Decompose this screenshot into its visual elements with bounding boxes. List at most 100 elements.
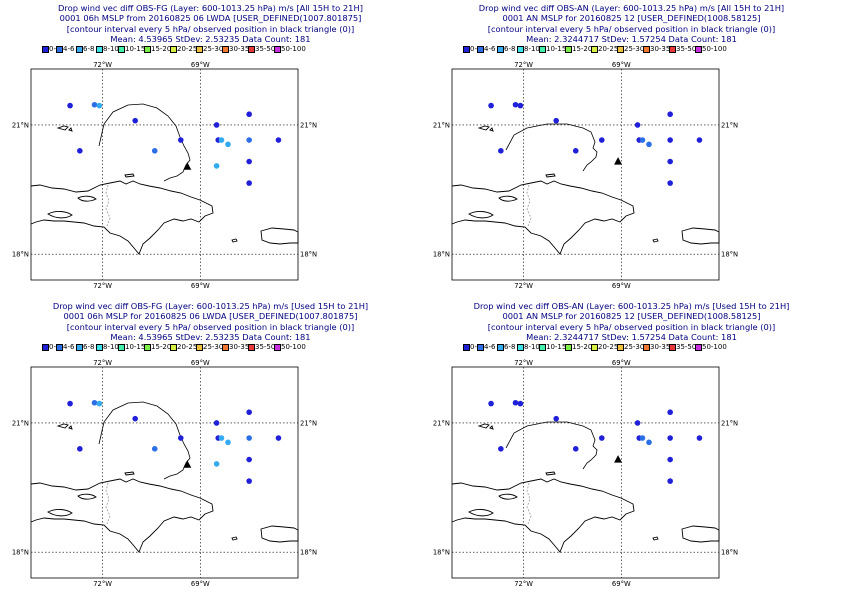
obs-point — [667, 111, 673, 118]
obs-point — [498, 148, 504, 154]
legend-label: 25-30 — [203, 45, 224, 53]
coast-caicosA — [477, 423, 490, 429]
lon-tick-top-0: 72°W — [514, 61, 533, 69]
coast-puertorico — [681, 227, 720, 245]
title-line-2: 0001 AN MSLP for 20160825 12 [USER_DEFIN… — [502, 311, 761, 322]
lon-tick-bottom-1: 69°W — [612, 282, 631, 290]
legend-swatch — [643, 344, 650, 351]
coast-monaIsland — [652, 536, 659, 541]
obs-point — [572, 446, 579, 452]
obs-point — [488, 102, 494, 109]
border-haiti-dr — [105, 184, 111, 227]
lon-tick-top-1: 69°W — [612, 61, 631, 69]
obs-point — [553, 117, 559, 124]
legend-swatch — [565, 46, 572, 53]
obs-point — [218, 435, 225, 441]
coast-lagoon — [468, 509, 494, 517]
obs-point — [213, 163, 220, 169]
legend-label: 10-15 — [546, 343, 567, 351]
lat-tick-left-1: 18°N — [433, 251, 450, 259]
lon-tick-top-0: 72°W — [514, 359, 533, 367]
obs-point — [213, 461, 220, 467]
mslp-contour — [505, 421, 598, 470]
legend-swatch — [477, 46, 484, 53]
coast-tortuga — [545, 471, 556, 476]
title-line-4: Mean: 4.53965 StDev: 2.53235 Data Count:… — [110, 33, 311, 44]
coast-gonave — [77, 195, 97, 202]
legend-label: 6-8 — [504, 343, 516, 351]
legend-swatch — [643, 46, 650, 53]
legend-label: 50-100 — [702, 45, 727, 53]
obs-point — [634, 122, 641, 128]
obs-point — [213, 122, 220, 128]
lon-tick-top-0: 72°W — [93, 359, 112, 367]
legend-label: 8-10 — [103, 45, 119, 53]
lon-tick-bottom-1: 69°W — [191, 282, 210, 290]
legend-label: 20-25 — [598, 45, 619, 53]
legend-swatch — [517, 344, 524, 351]
observed-position-triangle — [614, 455, 623, 463]
legend-label: 30-35 — [229, 45, 250, 53]
obs-point — [275, 435, 282, 441]
legend-label: 15-20 — [572, 343, 593, 351]
lon-tick-bottom-1: 69°W — [612, 580, 631, 588]
mslp-contour — [98, 103, 191, 182]
coast-caicosB — [68, 425, 73, 430]
lat-tick-right-0: 21°N — [721, 121, 738, 129]
legend-label: 35-50 — [255, 343, 276, 351]
legend-swatch — [565, 344, 572, 351]
panel-titles: Drop wind vec diff OBS-FG (Layer: 600-10… — [0, 3, 421, 44]
legend-swatch — [497, 46, 504, 53]
legend-swatch — [517, 46, 524, 53]
legend-swatch — [591, 344, 598, 351]
border-haiti-dr — [105, 482, 111, 525]
legend-label: 0-4 — [49, 45, 61, 53]
legend-label: 35-50 — [676, 45, 697, 53]
title-line-3: [contour interval every 5 hPa/ observed … — [487, 23, 776, 34]
legend-label: 25-30 — [203, 343, 224, 351]
map-plot: 72°W 72°W 69°W 69°W 21°N 21°N 18°N 18°N — [12, 359, 317, 588]
legend-label: 50-100 — [702, 343, 727, 351]
legend-swatch — [591, 46, 598, 53]
coast-lagoon — [468, 211, 494, 219]
legend-swatch — [695, 344, 702, 351]
observed-position-triangle — [183, 460, 192, 468]
legend-swatch — [617, 46, 624, 53]
coast-caicosB — [489, 425, 494, 430]
obs-point — [634, 420, 641, 426]
legend-swatch — [463, 344, 470, 351]
obs-point — [177, 435, 184, 441]
panel-titles: Drop wind vec diff OBS-AN (Layer: 600-10… — [421, 301, 842, 342]
legend-label: 8-10 — [524, 343, 540, 351]
legend-label: 10-15 — [125, 45, 146, 53]
obs-point — [667, 158, 673, 165]
coast-monaIsland — [231, 536, 238, 541]
panel-titles: Drop wind vec diff OBS-FG (Layer: 600-10… — [0, 301, 421, 342]
obs-point — [177, 137, 184, 143]
legend-swatch — [144, 46, 151, 53]
obs-point — [132, 117, 138, 124]
title-line-1: Drop wind vec diff OBS-FG (Layer: 600-10… — [58, 3, 363, 13]
legend-swatch — [170, 344, 177, 351]
legend-swatch — [56, 46, 63, 53]
obs-point — [639, 137, 646, 143]
obs-point — [67, 102, 73, 109]
coast-monaIsland — [652, 238, 659, 243]
lon-tick-bottom-1: 69°W — [191, 580, 210, 588]
coast-hispaniola — [451, 478, 635, 553]
legend-label: 30-35 — [650, 45, 671, 53]
lat-tick-left-0: 21°N — [433, 419, 450, 427]
lon-tick-bottom-0: 72°W — [93, 282, 112, 290]
coastline — [30, 423, 299, 553]
panel-obs-fg-all: Drop wind vec diff OBS-FG (Layer: 600-10… — [0, 0, 421, 298]
coast-caicosA — [477, 125, 490, 131]
obs-point — [517, 400, 524, 407]
lon-tick-top-1: 69°W — [191, 359, 210, 367]
legend-swatch — [248, 344, 255, 351]
legend-swatch — [56, 344, 63, 351]
legend-label: 10-15 — [125, 343, 146, 351]
lat-tick-right-0: 21°N — [300, 121, 317, 129]
coast-puertorico — [260, 227, 299, 245]
coast-caicosA — [56, 125, 69, 131]
lat-tick-left-0: 21°N — [12, 121, 29, 129]
